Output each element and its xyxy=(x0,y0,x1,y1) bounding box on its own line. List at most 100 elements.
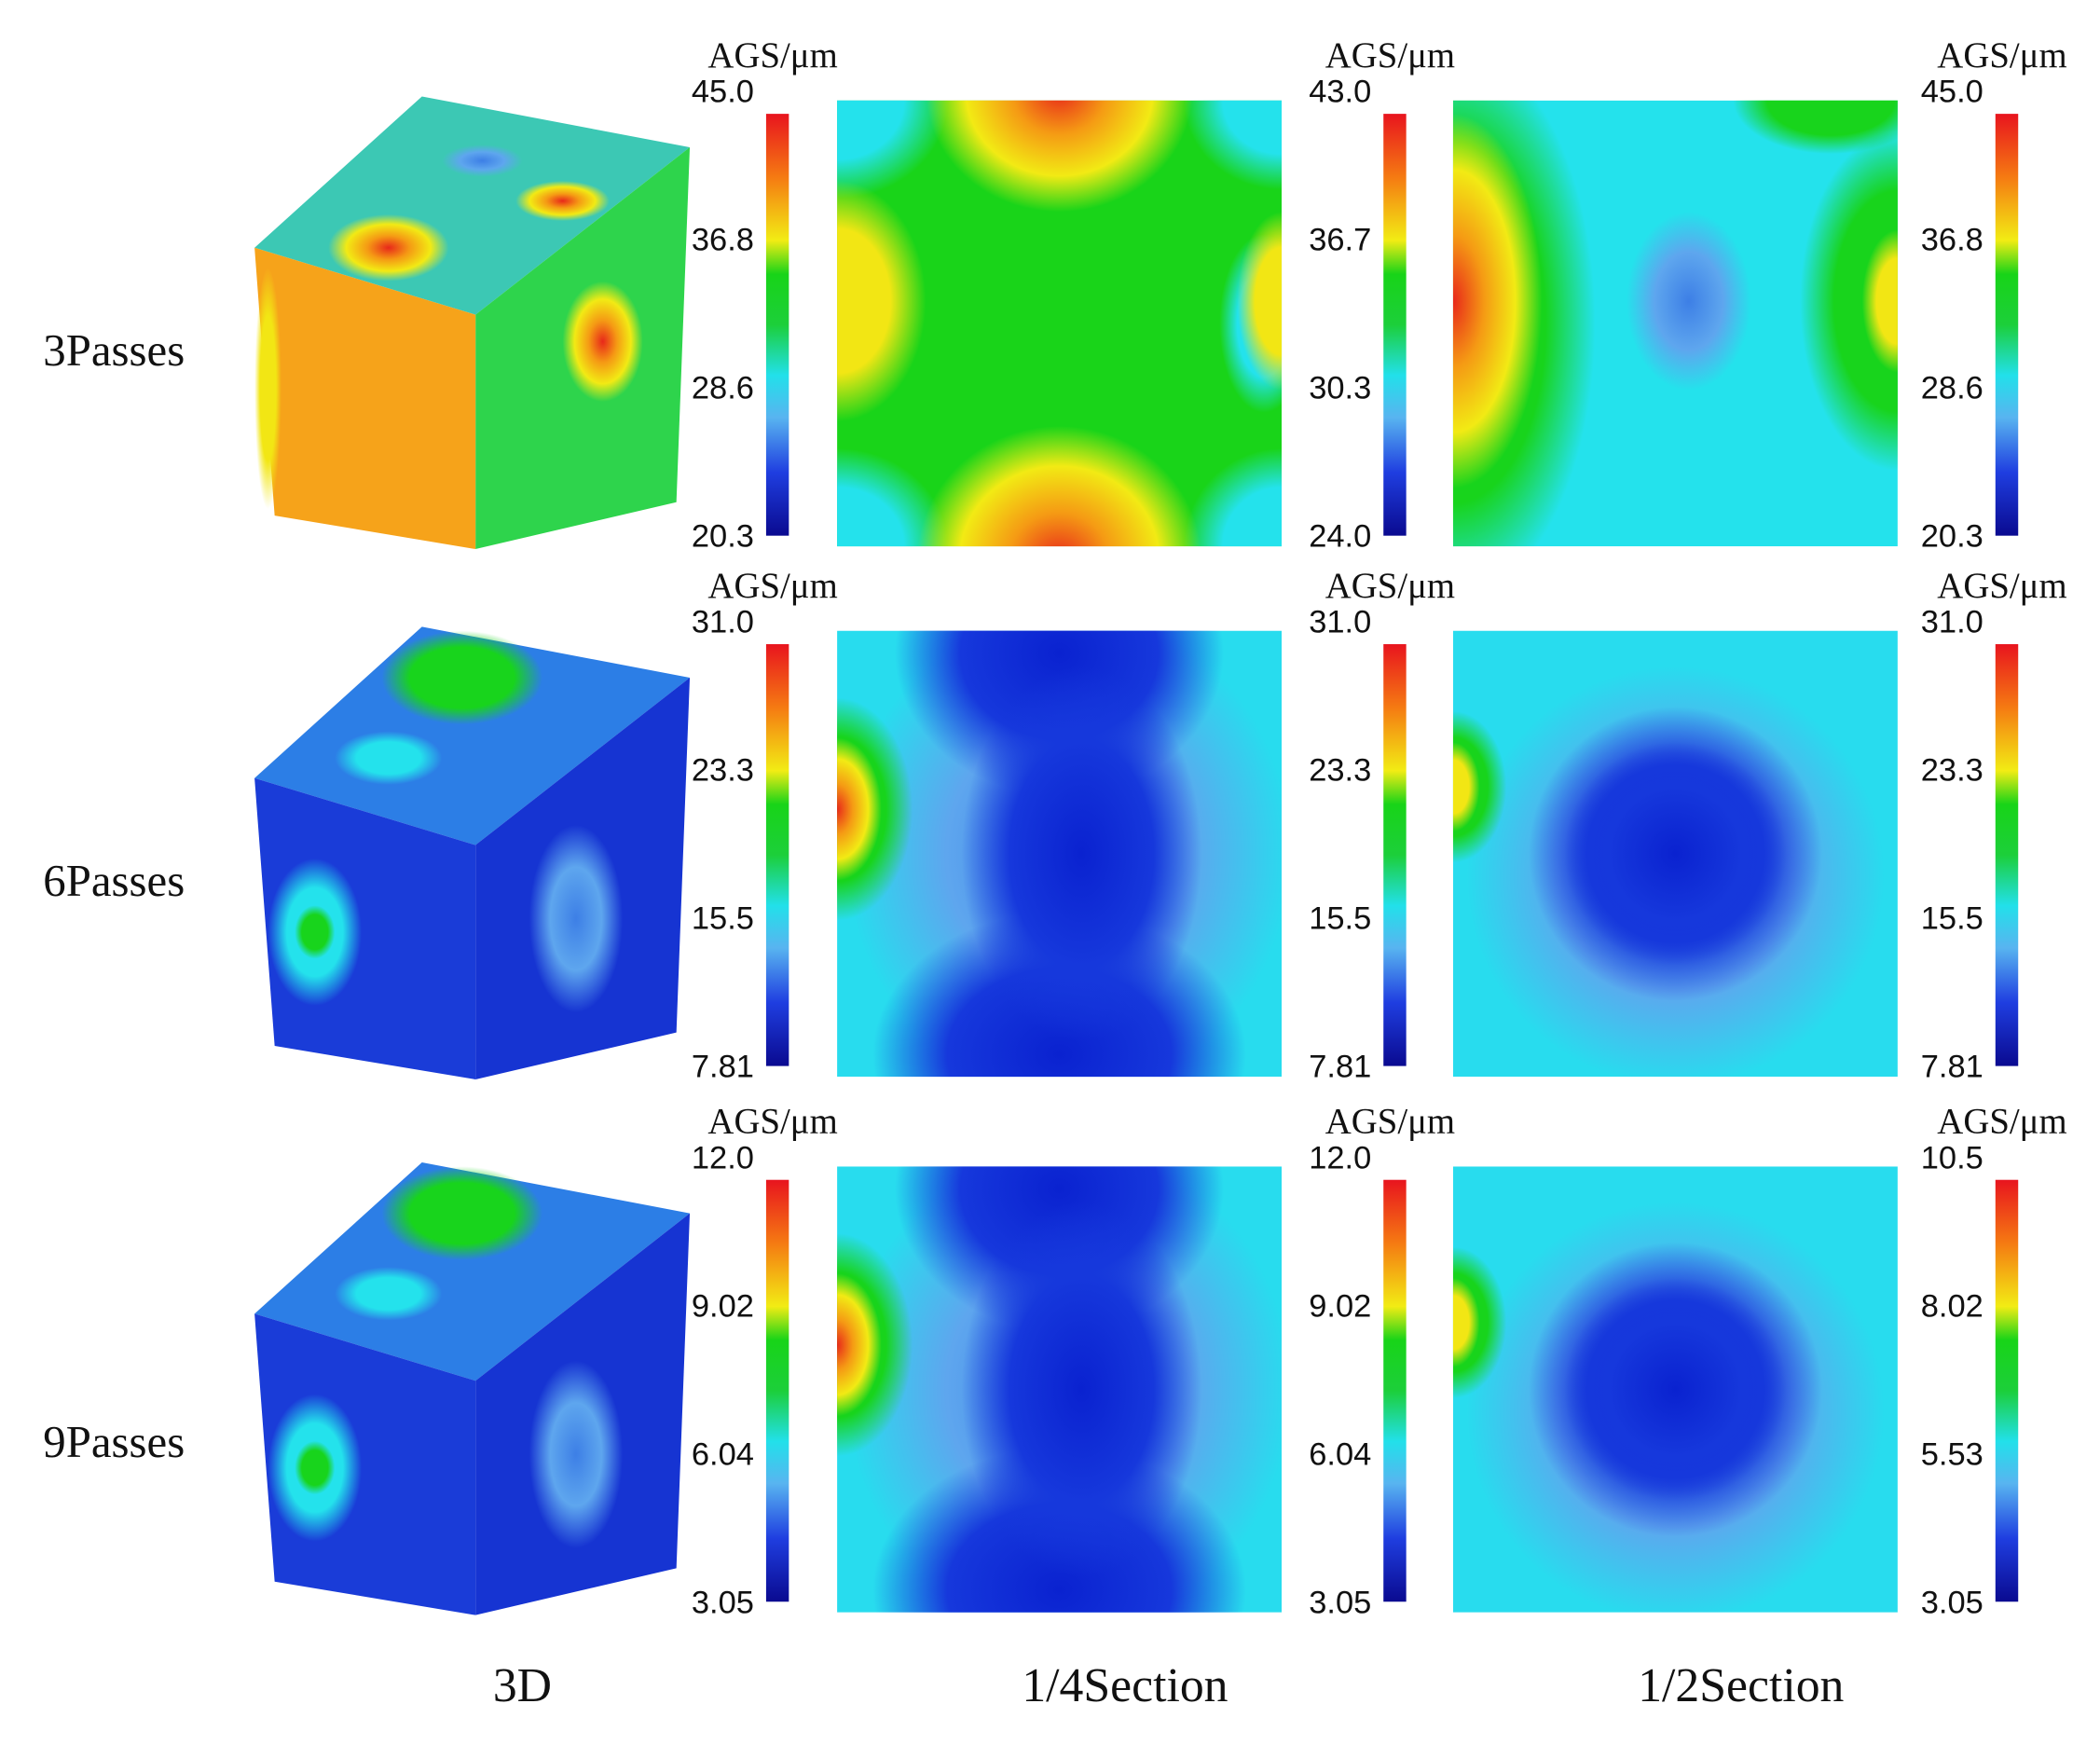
colorbar-title: AGS/μm xyxy=(1937,566,2066,606)
colorbar-tick: 6.04 xyxy=(1309,1436,1371,1472)
colorbar-tick: 20.3 xyxy=(692,519,754,555)
colorbar-tick: 3.05 xyxy=(692,1585,754,1620)
colorbar-tick: 15.5 xyxy=(1921,901,1983,937)
cube-region xyxy=(295,1440,336,1495)
map-region xyxy=(1184,100,1283,190)
cube-region xyxy=(335,1267,443,1321)
colorbar-tick: 10.5 xyxy=(1921,1140,1983,1175)
cube-top xyxy=(254,626,691,845)
colorbar-tick: 30.3 xyxy=(1309,371,1371,406)
map-region xyxy=(1733,100,1898,155)
colorbar-tick: 5.53 xyxy=(1921,1436,1983,1472)
map-region xyxy=(837,737,882,881)
colorbar-tick: 8.02 xyxy=(1921,1288,1983,1324)
section-map xyxy=(1452,630,1898,1078)
colorbar-title: AGS/μm xyxy=(1325,35,1455,76)
colorbar-tick: 45.0 xyxy=(1921,75,1983,110)
map-region xyxy=(1237,212,1283,391)
map-region xyxy=(1800,131,1898,471)
cube-3d xyxy=(254,1162,691,1615)
row-label: 3Passes xyxy=(43,324,185,376)
cube-3d xyxy=(254,96,691,550)
colorbar-title: AGS/μm xyxy=(1325,1101,1455,1141)
colorbar-tick: 36.8 xyxy=(692,223,754,258)
colorbar xyxy=(1383,644,1407,1066)
cube-region xyxy=(335,731,443,785)
cube-region xyxy=(528,1360,624,1548)
colorbar-tick: 3.05 xyxy=(1309,1585,1371,1620)
map-region xyxy=(837,100,949,199)
map-region xyxy=(1626,212,1751,391)
map-region xyxy=(926,100,1193,213)
column-label: 3D xyxy=(493,1659,552,1712)
colorbar-title: AGS/μm xyxy=(1325,566,1455,606)
map-region xyxy=(1564,742,1787,966)
colorbar-tick: 9.02 xyxy=(692,1288,754,1324)
map-region xyxy=(1452,742,1480,831)
colorbar-tick: 7.81 xyxy=(692,1050,754,1085)
colorbar xyxy=(765,644,789,1066)
colorbar-tick: 9.02 xyxy=(1309,1288,1371,1324)
map-region xyxy=(961,1202,1202,1577)
cube-region xyxy=(328,213,449,282)
colorbar-tick: 36.7 xyxy=(1309,223,1371,258)
section-map xyxy=(837,1166,1283,1613)
colorbar-title: AGS/μm xyxy=(1937,1101,2066,1141)
map-region xyxy=(837,1273,882,1417)
colorbar xyxy=(1995,1179,2019,1602)
colorbar-tick: 31.0 xyxy=(1921,605,1983,640)
cube-region xyxy=(442,144,523,177)
cube-region xyxy=(381,630,542,725)
colorbar xyxy=(765,1179,789,1602)
colorbar-title: AGS/μm xyxy=(707,1101,837,1141)
column-label: 1/2Section xyxy=(1638,1659,1844,1712)
colorbar-tick: 15.5 xyxy=(1309,901,1371,937)
colorbar-tick: 23.3 xyxy=(1921,753,1983,789)
cube-region xyxy=(528,824,624,1013)
colorbar-tick: 45.0 xyxy=(692,75,754,110)
colorbar-tick: 7.81 xyxy=(1309,1050,1371,1085)
section-map xyxy=(837,100,1283,547)
row-label: 6Passes xyxy=(43,855,185,906)
colorbar xyxy=(1383,114,1407,536)
colorbar-tick: 15.5 xyxy=(692,901,754,937)
column-label: 1/4Section xyxy=(1022,1659,1228,1712)
cube-region xyxy=(515,180,610,222)
colorbar-tick: 20.3 xyxy=(1921,519,1983,555)
map-region xyxy=(961,666,1202,1041)
cube-front xyxy=(254,247,476,550)
row-label: 9Passes xyxy=(43,1416,185,1467)
colorbar-tick: 28.6 xyxy=(1921,371,1983,406)
cube-top xyxy=(254,1162,691,1381)
section-map xyxy=(837,630,1283,1078)
section-map xyxy=(1452,1166,1898,1613)
cube-3d xyxy=(254,626,691,1079)
colorbar-tick: 23.3 xyxy=(1309,753,1371,789)
colorbar-tick: 6.04 xyxy=(692,1436,754,1472)
colorbar-tick: 12.0 xyxy=(1309,1140,1371,1175)
section-map xyxy=(1452,100,1898,547)
colorbar xyxy=(1995,114,2019,536)
colorbar-tick: 31.0 xyxy=(1309,605,1371,640)
colorbar-tick: 36.8 xyxy=(1921,223,1983,258)
colorbar-tick: 3.05 xyxy=(1921,1585,1983,1620)
colorbar-tick: 31.0 xyxy=(692,605,754,640)
cube-region xyxy=(254,268,281,509)
colorbar-tick: 7.81 xyxy=(1921,1050,1983,1085)
map-region xyxy=(837,447,949,547)
map-region xyxy=(837,180,926,422)
cube-region xyxy=(562,281,643,403)
map-region xyxy=(1452,1277,1480,1367)
colorbar-tick: 12.0 xyxy=(692,1140,754,1175)
map-region xyxy=(1861,229,1898,373)
cube-region xyxy=(381,1166,542,1260)
colorbar-tick: 24.0 xyxy=(1309,519,1371,555)
map-region xyxy=(1564,1277,1787,1502)
colorbar-tick: 28.6 xyxy=(692,371,754,406)
colorbar xyxy=(1995,644,2019,1066)
cube-region xyxy=(295,905,336,959)
map-region xyxy=(1452,114,1543,488)
map-region xyxy=(1184,447,1283,547)
